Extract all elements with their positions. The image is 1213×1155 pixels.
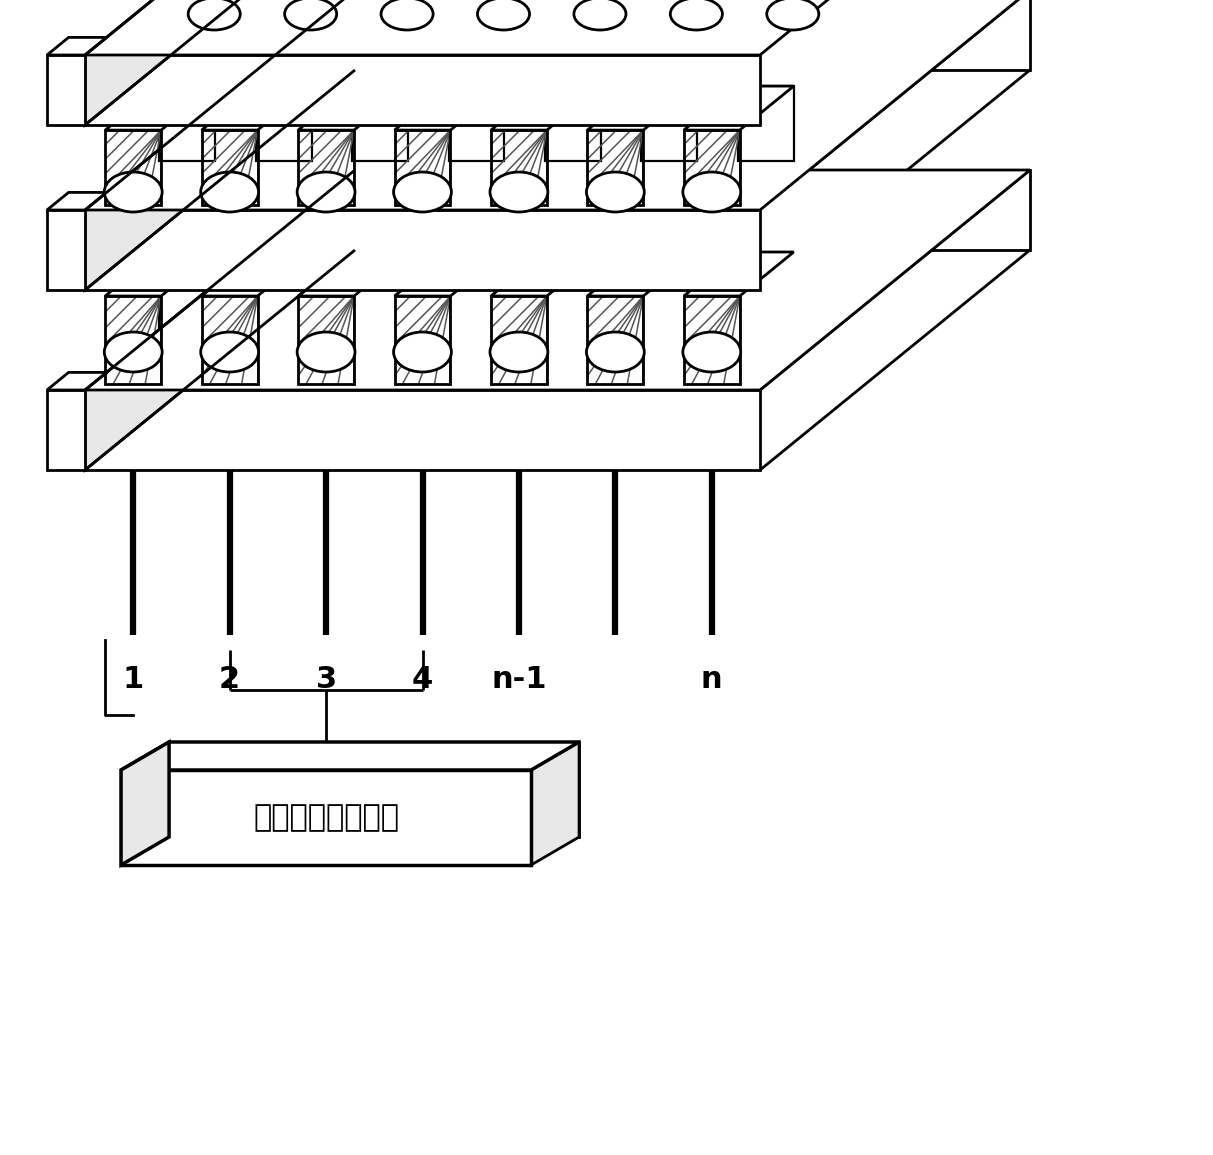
Ellipse shape [855,202,904,224]
Polygon shape [394,87,505,131]
Polygon shape [256,87,312,161]
Polygon shape [545,252,600,340]
Polygon shape [169,742,579,837]
Polygon shape [642,252,697,340]
Ellipse shape [662,202,711,224]
Ellipse shape [188,0,240,30]
Text: 信号发生处理系统: 信号发生处理系统 [254,803,399,832]
Ellipse shape [565,202,615,224]
Polygon shape [85,55,761,125]
Polygon shape [449,87,505,161]
Polygon shape [394,252,505,296]
Polygon shape [642,87,697,161]
Ellipse shape [855,47,904,69]
Ellipse shape [586,331,644,372]
Ellipse shape [372,47,422,69]
Polygon shape [106,87,215,131]
Ellipse shape [683,331,741,372]
Polygon shape [449,252,505,340]
Text: n-1: n-1 [491,665,547,694]
Polygon shape [85,0,1030,55]
Polygon shape [738,87,793,161]
Polygon shape [121,742,579,770]
Ellipse shape [565,47,615,69]
Polygon shape [85,170,355,470]
Polygon shape [298,252,408,296]
Ellipse shape [478,0,530,30]
Polygon shape [531,742,579,865]
Polygon shape [684,87,793,131]
Polygon shape [352,252,408,340]
Ellipse shape [200,172,258,213]
Polygon shape [201,87,312,131]
Polygon shape [47,37,107,55]
Ellipse shape [277,202,325,224]
Text: 4: 4 [412,665,433,694]
Ellipse shape [469,47,518,69]
Polygon shape [298,87,408,131]
Polygon shape [159,252,215,340]
Polygon shape [352,87,408,161]
Polygon shape [201,252,312,296]
Text: 3: 3 [315,665,337,694]
Polygon shape [47,55,85,125]
Ellipse shape [662,47,711,69]
Ellipse shape [586,172,644,213]
Polygon shape [121,742,169,865]
Ellipse shape [285,0,337,30]
Polygon shape [85,210,761,290]
Polygon shape [85,0,355,125]
Polygon shape [256,252,312,340]
Ellipse shape [297,172,355,213]
Text: n: n [701,665,723,694]
Ellipse shape [393,331,451,372]
Ellipse shape [683,172,741,213]
Ellipse shape [758,47,808,69]
Ellipse shape [372,202,422,224]
Polygon shape [85,390,761,470]
Text: 1: 1 [123,665,144,694]
Polygon shape [85,170,1030,390]
Ellipse shape [490,172,548,213]
Text: 2: 2 [220,665,240,694]
Ellipse shape [490,331,548,372]
Ellipse shape [758,202,808,224]
Polygon shape [47,390,85,470]
Polygon shape [355,0,1030,70]
Polygon shape [684,252,793,296]
Polygon shape [106,252,215,296]
Ellipse shape [574,0,626,30]
Ellipse shape [767,0,819,30]
Polygon shape [545,87,600,161]
Ellipse shape [381,0,433,30]
Polygon shape [159,87,215,161]
Polygon shape [738,252,793,340]
Polygon shape [121,770,531,865]
Ellipse shape [469,202,518,224]
Polygon shape [355,170,1030,249]
Ellipse shape [200,331,258,372]
Ellipse shape [277,47,325,69]
Polygon shape [47,210,85,290]
Ellipse shape [104,331,163,372]
Polygon shape [587,252,697,296]
Ellipse shape [393,172,451,213]
Polygon shape [587,87,697,131]
Ellipse shape [104,172,163,213]
Polygon shape [85,0,1030,210]
Polygon shape [85,0,355,290]
Ellipse shape [297,331,355,372]
Polygon shape [491,252,600,296]
Ellipse shape [671,0,723,30]
Polygon shape [491,87,600,131]
Polygon shape [47,372,107,390]
Polygon shape [47,193,107,210]
